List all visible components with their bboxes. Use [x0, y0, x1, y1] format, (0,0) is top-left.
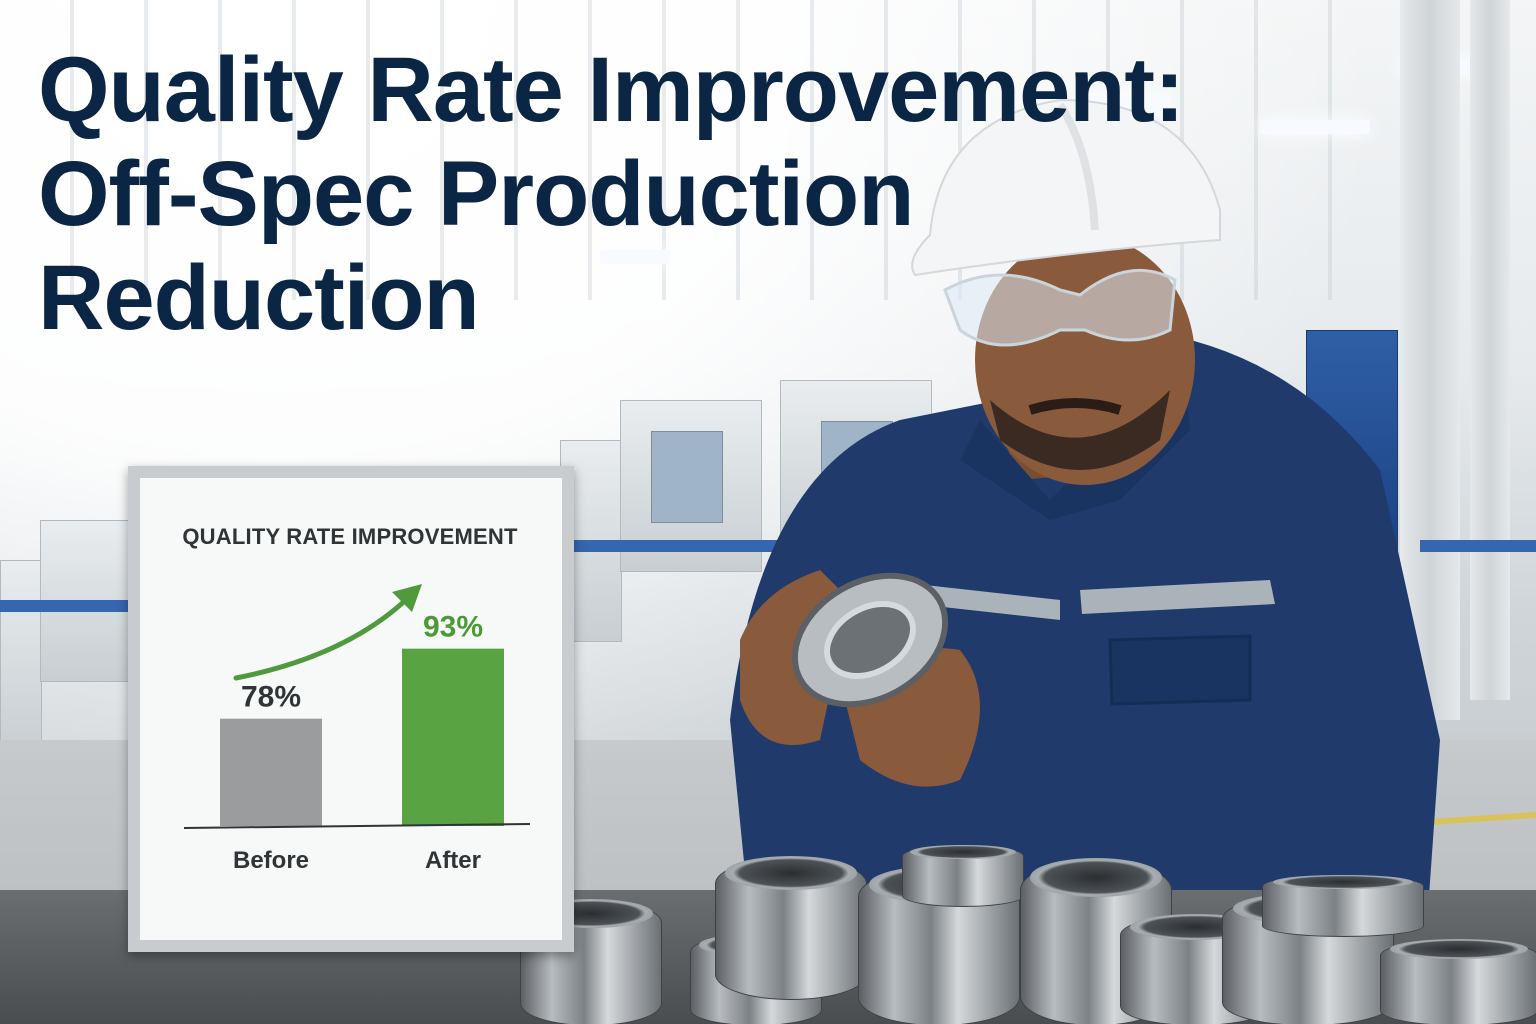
trend-arrow-head [392, 584, 422, 612]
chart-title: QUALITY RATE IMPROVEMENT [182, 524, 518, 549]
value-label-before: 78% [241, 681, 301, 714]
trend-arrow [233, 593, 413, 681]
machine [0, 560, 42, 752]
factory-ceiling [0, 0, 1536, 300]
chest-pocket [1108, 634, 1252, 706]
machine-window [651, 431, 723, 523]
x-axis-line [183, 823, 531, 829]
blue-rail [1420, 540, 1536, 552]
mustache [1028, 398, 1122, 415]
blue-rail [0, 600, 128, 612]
bar-chart: 78% Before 93% After [183, 584, 531, 874]
category-label-after: After [425, 847, 481, 874]
pillar [1400, 0, 1460, 720]
safety-glasses [943, 268, 1177, 347]
metal-bushing [1380, 939, 1536, 1024]
bar-after [402, 648, 504, 826]
collar [960, 340, 1190, 520]
headline: Quality Rate Improvement: Off-Spec Produ… [38, 38, 1238, 350]
reflective-stripe [1080, 580, 1275, 614]
bar-before [220, 718, 322, 826]
hard-hat [911, 98, 1221, 277]
ceiling-light [1260, 120, 1370, 134]
metal-bushing [902, 844, 1024, 907]
metal-bushing [1262, 874, 1424, 937]
category-label-before: Before [233, 847, 309, 874]
headline-line-1: Quality Rate Improvement: [38, 39, 1185, 141]
metal-bushing [715, 856, 867, 1000]
hard-hat-ridge [1056, 102, 1099, 231]
bearing-bore [824, 600, 916, 680]
headline-line-2: Off-Spec Production [38, 143, 914, 245]
ceiling-light [600, 250, 670, 264]
chart-board: QUALITY RATE IMPROVEMENT 78% Before 93% Aft… [128, 466, 574, 952]
pillar [1470, 0, 1510, 700]
headline-line-3: Reduction [38, 247, 480, 349]
beard [990, 390, 1170, 470]
value-label-after: 93% [423, 611, 483, 644]
